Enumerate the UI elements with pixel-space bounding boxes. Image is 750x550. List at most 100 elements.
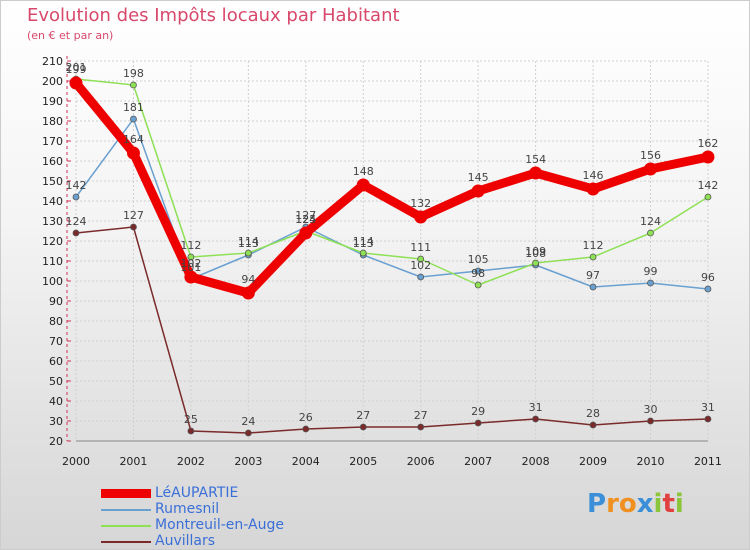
y-tick-label: 150: [42, 175, 63, 188]
data-label: 30: [644, 403, 658, 416]
y-tick-label: 30: [49, 415, 63, 428]
data-label: 26: [299, 411, 313, 424]
data-point: [414, 210, 428, 224]
y-tick-label: 200: [42, 75, 63, 88]
data-label: 31: [701, 401, 715, 414]
data-point: [704, 285, 712, 293]
y-tick-label: 130: [42, 215, 63, 228]
data-point: [356, 178, 370, 192]
x-tick-label: 2011: [694, 455, 722, 468]
data-point: [532, 259, 539, 267]
x-tick-label: 2003: [234, 455, 262, 468]
legend-label: Auvillars: [155, 533, 216, 549]
data-point: [359, 249, 367, 257]
data-label: 25: [184, 413, 198, 426]
legend-label: LéAUPARTIE: [155, 485, 239, 501]
data-point: [187, 427, 195, 435]
data-label: 24: [241, 415, 255, 428]
legend-swatch: [101, 525, 151, 527]
x-tick-label: 2007: [464, 455, 492, 468]
data-label: 99: [644, 265, 658, 278]
logo-letter: i: [653, 489, 663, 519]
y-tick-label: 80: [49, 315, 63, 328]
series-line-montreuil-en-auge: [75, 78, 709, 286]
data-label: 102: [410, 259, 431, 272]
y-tick-label: 90: [49, 295, 63, 308]
data-point: [704, 193, 712, 201]
series-line-léaupartie: [72, 80, 709, 298]
data-point: [474, 267, 482, 275]
data-label: 114: [238, 235, 259, 248]
data-label: 124: [66, 215, 87, 228]
data-label: 181: [123, 101, 144, 114]
data-label: 112: [180, 239, 201, 252]
data-label: 156: [640, 149, 661, 162]
data-point: [647, 229, 654, 237]
data-point: [244, 249, 252, 257]
data-point: [589, 253, 597, 261]
series-line-auvillars: [75, 226, 708, 434]
y-axis-ticks: 20 30 40 50 60 70 80 90 100 110 120 130 140 150 160 170…: [42, 55, 71, 448]
data-label: 29: [471, 405, 485, 418]
data-point: [241, 286, 255, 300]
data-point: [586, 182, 600, 196]
legend-label: Rumesnil: [155, 501, 220, 517]
data-label: 125: [295, 213, 316, 226]
data-point: [644, 162, 657, 176]
data-point: [704, 415, 712, 423]
logo-letter: o: [618, 489, 637, 519]
data-point: [69, 76, 83, 90]
data-label: 146: [583, 169, 604, 182]
y-tick-label: 180: [42, 115, 63, 128]
data-label: 31: [529, 401, 543, 414]
data-point: [359, 423, 367, 431]
data-label: 113: [238, 237, 259, 250]
x-tick-label: 2010: [637, 455, 665, 468]
x-axis-ticks: 2000 2001 2002 2003 2004 2005 2006 2007 2008 2009…: [62, 455, 722, 468]
y-tick-label: 170: [42, 135, 63, 148]
data-label: 98: [471, 267, 485, 280]
data-point: [647, 417, 654, 425]
data-point: [417, 255, 425, 263]
y-tick-label: 20: [49, 435, 63, 448]
data-label: 102: [180, 257, 201, 270]
data-point: [244, 429, 252, 437]
legend-swatch: [101, 541, 151, 543]
data-point: [474, 281, 482, 289]
data-label: 164: [123, 133, 144, 146]
data-label: 96: [701, 271, 715, 284]
x-tick-label: 2009: [579, 455, 607, 468]
data-point: [302, 425, 310, 433]
data-point: [130, 81, 137, 89]
data-label: 108: [525, 247, 546, 260]
x-tick-label: 2008: [522, 455, 550, 468]
data-label: 132: [410, 197, 431, 210]
data-point: [532, 415, 539, 423]
y-tick-label: 120: [42, 235, 63, 248]
data-label: 94: [241, 273, 255, 286]
logo-letter: t: [662, 489, 675, 519]
data-point: [701, 150, 715, 164]
x-tick-label: 2006: [407, 455, 435, 468]
y-tick-label: 210: [42, 55, 63, 68]
data-label: 124: [295, 213, 316, 226]
data-label: 109: [525, 245, 546, 258]
y-tick-label: 160: [42, 155, 63, 168]
data-point: [417, 423, 425, 431]
data-label: 124: [640, 215, 661, 228]
data-point: [184, 270, 198, 284]
data-label: 105: [468, 253, 489, 266]
data-label: 142: [66, 179, 87, 192]
data-label: 27: [356, 409, 370, 422]
x-tick-label: 2000: [62, 455, 90, 468]
data-label: 162: [697, 137, 718, 150]
data-point: [130, 223, 137, 231]
data-label: 27: [414, 409, 428, 422]
x-tick-label: 2004: [292, 455, 320, 468]
data-label: 111: [410, 241, 431, 254]
data-point: [72, 193, 80, 201]
data-point: [471, 184, 485, 198]
